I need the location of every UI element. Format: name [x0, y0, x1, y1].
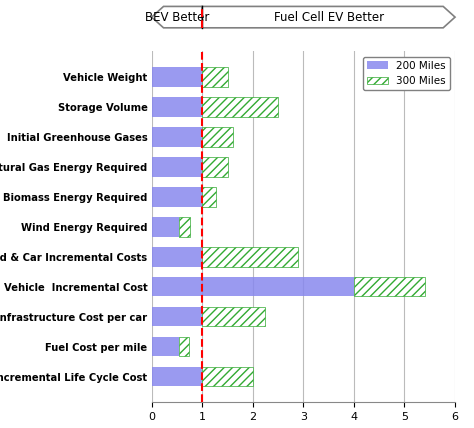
- Bar: [354, 277, 425, 297]
- Bar: [152, 247, 202, 267]
- Bar: [152, 67, 202, 87]
- Bar: [152, 97, 202, 117]
- Bar: [152, 157, 202, 177]
- Bar: [152, 337, 180, 357]
- Bar: [202, 187, 217, 207]
- Bar: [180, 337, 189, 357]
- Bar: [152, 127, 202, 147]
- Bar: [152, 307, 202, 327]
- Bar: [152, 217, 180, 237]
- Text: Fuel Cell EV Better: Fuel Cell EV Better: [273, 11, 383, 24]
- Text: BEV Better: BEV Better: [145, 11, 209, 24]
- Bar: [152, 367, 202, 386]
- Legend: 200 Miles, 300 Miles: 200 Miles, 300 Miles: [363, 56, 450, 90]
- Bar: [152, 187, 202, 207]
- Bar: [202, 97, 278, 117]
- Bar: [202, 307, 265, 327]
- Bar: [202, 127, 233, 147]
- Bar: [202, 367, 253, 386]
- Bar: [202, 157, 228, 177]
- Bar: [180, 217, 190, 237]
- Bar: [202, 67, 228, 87]
- Bar: [152, 277, 354, 297]
- Bar: [202, 247, 298, 267]
